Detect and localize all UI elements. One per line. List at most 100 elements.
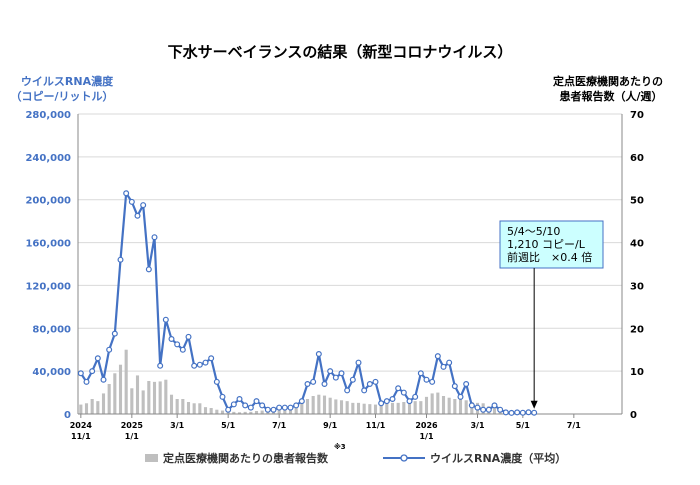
x-tick-label: 5/1 — [221, 421, 235, 430]
rna-point — [77, 370, 84, 377]
rna-line — [79, 192, 535, 415]
rna-point — [383, 398, 390, 405]
rna-point — [293, 402, 300, 409]
left-tick-label: 240,000 — [25, 153, 71, 164]
x-tick-label: 5/1 — [516, 421, 530, 430]
bar — [260, 410, 264, 414]
rna-point — [157, 362, 164, 369]
bar — [101, 393, 106, 414]
bar — [198, 403, 202, 414]
left-tick-label: 40,000 — [32, 367, 71, 378]
bar — [249, 411, 253, 414]
rna-point — [480, 406, 487, 413]
right-tick-label: 20 — [630, 324, 644, 335]
rna-point — [247, 404, 254, 411]
rna-point — [474, 404, 481, 411]
rna-point — [270, 406, 277, 413]
rna-point — [287, 404, 294, 411]
rna-point — [219, 393, 226, 400]
bar — [402, 402, 406, 414]
rna-point — [355, 359, 362, 366]
bar — [351, 402, 355, 414]
bar — [492, 407, 497, 414]
bar — [430, 393, 434, 414]
rna-point — [378, 400, 385, 407]
bar — [84, 403, 89, 414]
right-tick-label: 50 — [630, 196, 644, 207]
bar — [237, 412, 242, 414]
bar — [368, 404, 372, 414]
bar — [419, 401, 423, 414]
legend-bar-swatch — [145, 454, 158, 462]
rna-point — [321, 381, 328, 388]
bar — [209, 408, 213, 414]
bar — [135, 375, 140, 414]
rna-point — [514, 409, 521, 416]
bar — [339, 400, 344, 414]
chart-title: 下水サーベイランスの結果（新型コロナウイルス） — [168, 43, 513, 61]
rna-point — [168, 336, 175, 343]
rna-point — [440, 363, 447, 370]
right-tick-label: 70 — [630, 110, 644, 121]
bar — [373, 404, 378, 414]
rna-point — [276, 404, 283, 411]
bar — [447, 397, 451, 414]
rna-point — [502, 409, 509, 416]
bar — [164, 379, 168, 414]
left-tick-label: 80,000 — [32, 324, 71, 335]
rna-point — [128, 198, 135, 205]
rna-point — [236, 396, 243, 403]
rna-point — [525, 409, 532, 416]
x-tick-label: 2024 — [70, 421, 93, 430]
rna-point — [485, 406, 492, 413]
rna-point — [242, 402, 249, 409]
callout-line-1: 5/4～5/10 — [507, 225, 560, 238]
legend-line-label: ウイルスRNA濃度（平均） — [430, 451, 566, 465]
x-tick-label: 11/1 — [366, 421, 386, 430]
bar — [147, 381, 151, 414]
rna-point — [208, 355, 215, 362]
x-tick-label: 11/1 — [71, 432, 91, 441]
rna-point — [259, 402, 266, 409]
rna-point — [191, 362, 198, 369]
bar — [141, 390, 145, 414]
rna-point — [304, 381, 311, 388]
axes — [77, 114, 623, 415]
rna-point — [349, 376, 356, 383]
legend: 定点医療機関あたりの患者報告数 ※3 ウイルスRNA濃度（平均） — [145, 442, 566, 465]
legend-note: ※3 — [334, 442, 346, 451]
rna-point — [389, 396, 396, 403]
bar — [277, 410, 281, 414]
rna-point — [151, 234, 158, 241]
bar — [175, 399, 179, 414]
rna-point — [230, 401, 237, 408]
bar — [232, 411, 236, 414]
bar — [334, 399, 338, 414]
x-tick-label: 1/1 — [125, 432, 139, 441]
bar — [169, 394, 174, 414]
bar — [453, 399, 457, 414]
rna-point — [400, 389, 407, 396]
bar — [385, 403, 389, 414]
bar — [356, 402, 361, 414]
bar — [328, 397, 332, 414]
legend-bar-label: 定点医療機関あたりの患者報告数 — [163, 451, 329, 465]
x-tick-label: 2025 — [121, 421, 144, 430]
rna-point — [253, 398, 260, 405]
rna-point — [196, 361, 203, 368]
bar — [118, 364, 123, 414]
rna-point — [429, 378, 436, 385]
left-tick-label: 280,000 — [25, 110, 71, 121]
rna-point — [497, 406, 504, 413]
rna-point — [395, 385, 402, 392]
x-tick-label: 9/1 — [323, 421, 337, 430]
rna-point — [145, 266, 152, 273]
bar — [305, 399, 310, 414]
bar — [107, 384, 111, 414]
x-tick-label: 2026 — [415, 421, 438, 430]
rna-point — [117, 256, 124, 263]
right-axis-title-line-1: 定点医療機関あたりの — [553, 74, 663, 88]
rna-point — [185, 333, 192, 340]
rna-point — [281, 404, 288, 411]
